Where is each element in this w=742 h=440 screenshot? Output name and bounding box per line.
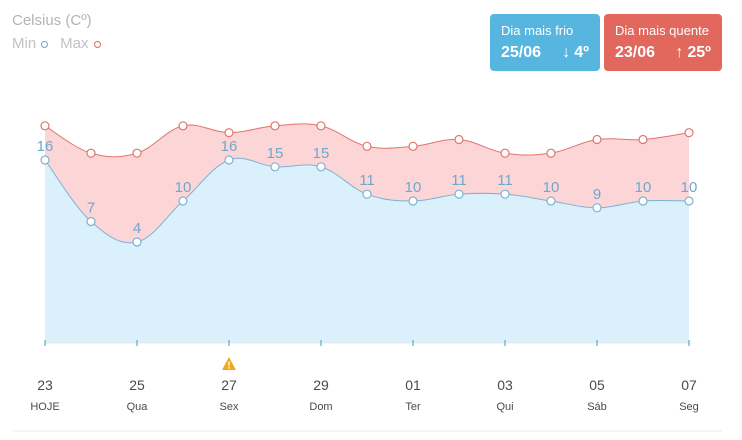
min-point-23[interactable] [40, 155, 50, 165]
unit-title: Celsius (Cº) [12, 12, 92, 29]
tick-day-27: Sex [220, 401, 239, 413]
tick-date-27: 27 [221, 377, 237, 393]
warning-exclamation-glyph: ! [227, 361, 230, 372]
min-value-label-05: 9 [593, 186, 601, 203]
tick-date-01: 01 [405, 377, 421, 393]
min-value-label-06: 10 [635, 179, 652, 196]
coldest-day-label: Dia mais frio [501, 23, 574, 38]
tick-day-01: Ter [405, 401, 421, 413]
min-value-label-01: 10 [405, 179, 422, 196]
legend-item-max[interactable]: Max [60, 35, 101, 52]
tick-date-29: 29 [313, 377, 329, 393]
max-point-03[interactable] [500, 148, 510, 158]
min-value-label-26: 10 [175, 179, 192, 196]
tick-day-05: Sáb [587, 401, 607, 413]
coldest-day-date: 25/06 [501, 44, 542, 61]
tick-day-25: Qua [127, 401, 149, 413]
tick-day-03: Qui [496, 401, 513, 413]
min-point-24[interactable] [86, 216, 96, 227]
tick-day-07: Seg [679, 401, 699, 413]
tick-day-23: HOJE [30, 401, 59, 413]
max-point-24[interactable] [86, 148, 96, 158]
min-value-label-27: 16 [221, 138, 238, 155]
max-point-29[interactable] [316, 121, 326, 131]
tick-date-03: 03 [497, 377, 513, 393]
tick-date-23: 23 [37, 377, 53, 393]
hottest-day-value: 25º [687, 44, 711, 61]
chart-legend: Min Max [12, 35, 113, 52]
min-point-04[interactable] [546, 196, 556, 206]
coldest-day-value: 4º [574, 44, 589, 61]
min-point-03[interactable] [500, 189, 510, 199]
min-point-05[interactable] [592, 203, 602, 213]
min-point-01[interactable] [408, 196, 418, 206]
legend-min-dot-icon [41, 40, 49, 48]
max-point-28[interactable] [270, 121, 280, 131]
legend-max-dot-icon [93, 40, 101, 48]
hottest-day-card: Dia mais quente 23/06 ↑ 25º [604, 14, 722, 71]
max-point-04[interactable] [546, 148, 556, 158]
min-value-label-07: 10 [681, 179, 698, 196]
arrow-down-icon: ↓ [562, 44, 571, 61]
min-value-label-30: 11 [359, 172, 375, 189]
min-value-label-28: 15 [267, 145, 284, 162]
max-point-30[interactable] [362, 141, 372, 151]
min-value-label-23: 16 [37, 138, 54, 155]
max-point-25[interactable] [132, 148, 142, 158]
min-point-02[interactable] [454, 189, 464, 199]
min-point-06[interactable] [638, 196, 648, 206]
min-point-25[interactable] [132, 237, 142, 247]
hottest-day-date: 23/06 [615, 44, 656, 61]
min-point-27[interactable] [224, 155, 234, 165]
max-point-26[interactable] [178, 121, 188, 131]
warning-triangle-icon[interactable] [222, 357, 236, 370]
tick-date-05: 05 [589, 377, 605, 393]
max-point-05[interactable] [592, 134, 602, 145]
min-value-label-04: 10 [543, 179, 560, 196]
min-temperature-area [45, 158, 689, 343]
min-point-30[interactable] [362, 189, 372, 199]
legend-max-label: Max [60, 35, 89, 52]
min-value-label-25: 4 [133, 220, 141, 237]
min-value-label-24: 7 [87, 200, 95, 217]
max-point-23[interactable] [40, 121, 50, 131]
legend-item-min[interactable]: Min [12, 35, 49, 52]
min-point-28[interactable] [270, 162, 280, 172]
legend-min-label: Min [12, 35, 37, 52]
max-point-27[interactable] [224, 128, 234, 138]
min-value-label-29: 15 [313, 145, 330, 162]
min-point-07[interactable] [684, 196, 694, 206]
arrow-up-icon: ↑ [675, 44, 684, 61]
tick-date-25: 25 [129, 377, 145, 393]
max-point-01[interactable] [408, 141, 418, 151]
max-point-07[interactable] [684, 128, 694, 138]
tick-day-29: Dom [309, 401, 332, 413]
hottest-day-label: Dia mais quente [615, 23, 709, 38]
tick-date-07: 07 [681, 377, 697, 393]
max-temperature-band [45, 123, 689, 243]
min-value-label-03: 11 [497, 172, 513, 189]
min-value-label-02: 11 [451, 172, 467, 189]
max-point-06[interactable] [638, 134, 648, 145]
min-point-26[interactable] [178, 196, 188, 206]
coldest-day-card: Dia mais frio 25/06 ↓ 4º [490, 14, 600, 71]
max-point-02[interactable] [454, 134, 464, 145]
min-point-29[interactable] [316, 162, 326, 172]
